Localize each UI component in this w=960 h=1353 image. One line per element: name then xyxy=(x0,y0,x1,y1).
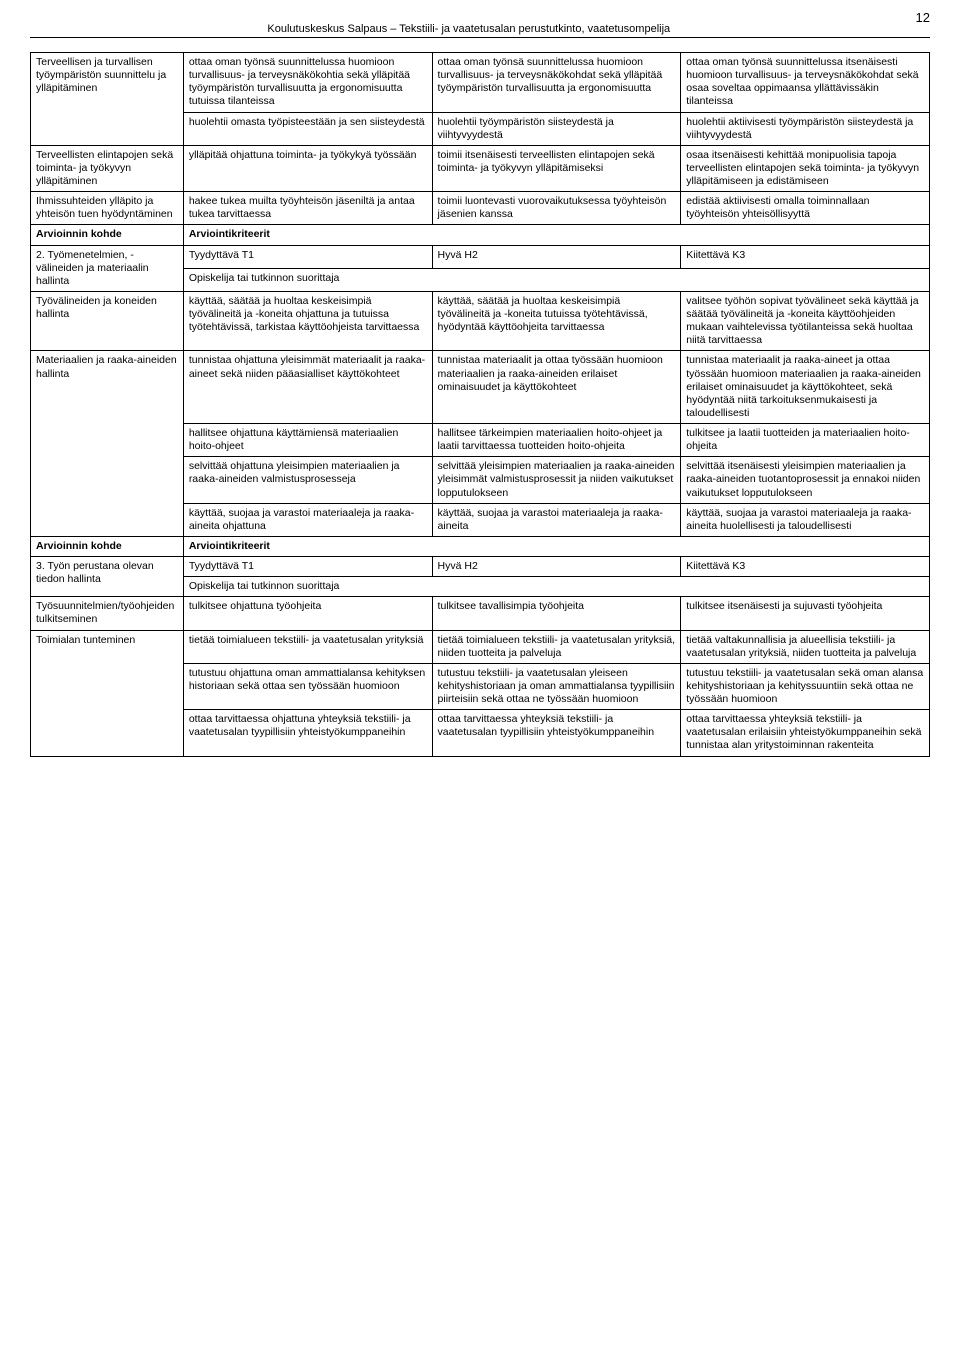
table-cell: Terveellisen ja turvallisen työympäristö… xyxy=(31,53,184,146)
table-row: 3. Työn perustana olevan tiedon hallinta… xyxy=(31,557,930,577)
curriculum-table: Terveellisen ja turvallisen työympäristö… xyxy=(30,52,930,757)
table-cell: Hyvä H2 xyxy=(432,557,681,577)
table-cell: tietää toimialueen tekstiili- ja vaatetu… xyxy=(183,630,432,663)
table-cell: selvittää ohjattuna yleisimpien materiaa… xyxy=(183,457,432,503)
table-cell: tunnistaa materiaalit ja ottaa työssään … xyxy=(432,351,681,424)
table-cell: huolehtii omasta työpisteestään ja sen s… xyxy=(183,112,432,145)
table-row: 2. Työmenetelmien, -välineiden ja materi… xyxy=(31,245,930,268)
table-cell: Toimialan tunteminen xyxy=(31,630,184,756)
table-cell: osaa itsenäisesti kehittää monipuolisia … xyxy=(681,145,930,191)
table-cell: huolehtii aktiivisesti työympäristön sii… xyxy=(681,112,930,145)
table-cell: tulkitsee itsenäisesti ja sujuvasti työo… xyxy=(681,597,930,630)
table-row: Ihmissuhteiden ylläpito ja yhteisön tuen… xyxy=(31,192,930,225)
table-cell: tietää valtakunnallisia ja alueellisia t… xyxy=(681,630,930,663)
table-cell: selvittää yleisimpien materiaalien ja ra… xyxy=(432,457,681,503)
table-cell: Tyydyttävä T1 xyxy=(183,557,432,577)
table-cell: tutustuu tekstiili- ja vaatetusalan ylei… xyxy=(432,663,681,709)
table-cell: Tyydyttävä T1 xyxy=(183,245,432,268)
table-cell: Ihmissuhteiden ylläpito ja yhteisön tuen… xyxy=(31,192,184,225)
table-cell: 2. Työmenetelmien, -välineiden ja materi… xyxy=(31,245,184,291)
table-cell: ottaa tarvittaessa yhteyksiä tekstiili- … xyxy=(681,710,930,756)
table-cell: 3. Työn perustana olevan tiedon hallinta xyxy=(31,557,184,597)
table-row: Arvioinnin kohdeArviointikriteerit xyxy=(31,225,930,245)
table-row: Työvälineiden ja koneiden hallintakäyttä… xyxy=(31,291,930,351)
table-cell: Työvälineiden ja koneiden hallinta xyxy=(31,291,184,351)
table-cell: tutustuu tekstiili- ja vaatetusalan sekä… xyxy=(681,663,930,709)
table-cell: tutustuu ohjattuna oman ammattialansa ke… xyxy=(183,663,432,709)
table-cell: käyttää, suojaa ja varastoi materiaaleja… xyxy=(183,503,432,536)
table-cell: hallitsee ohjattuna käyttämiensä materia… xyxy=(183,424,432,457)
table-cell: ottaa oman työnsä suunnittelussa huomioo… xyxy=(432,53,681,113)
table-cell: Kiitettävä K3 xyxy=(681,557,930,577)
table-cell: valitsee työhön sopivat työvälineet sekä… xyxy=(681,291,930,351)
page-header: Koulutuskeskus Salpaus – Tekstiili- ja v… xyxy=(30,20,930,38)
table-cell: toimii luontevasti vuorovaikutuksessa ty… xyxy=(432,192,681,225)
table-row: Arvioinnin kohdeArviointikriteerit xyxy=(31,536,930,556)
page-number: 12 xyxy=(916,10,930,25)
table-cell: hakee tukea muilta työyhteisön jäseniltä… xyxy=(183,192,432,225)
doc-title: Koulutuskeskus Salpaus – Tekstiili- ja v… xyxy=(30,23,908,35)
table-cell: Hyvä H2 xyxy=(432,245,681,268)
table-row: Materiaalien ja raaka-aineiden hallintat… xyxy=(31,351,930,424)
table-cell: Materiaalien ja raaka-aineiden hallinta xyxy=(31,351,184,537)
table-cell: huolehtii työympäristön siisteydestä ja … xyxy=(432,112,681,145)
table-cell: tunnistaa materiaalit ja raaka-aineet ja… xyxy=(681,351,930,424)
table-cell: Arviointikriteerit xyxy=(183,225,929,245)
table-cell: tulkitsee ja laatii tuotteiden ja materi… xyxy=(681,424,930,457)
table-cell: ylläpitää ohjattuna toiminta- ja työkyky… xyxy=(183,145,432,191)
table-cell: tulkitsee ohjattuna työohjeita xyxy=(183,597,432,630)
table-cell: Opiskelija tai tutkinnon suorittaja xyxy=(183,577,929,597)
table-cell: Työsuunnitelmien/työohjeiden tulkitsemin… xyxy=(31,597,184,630)
table-cell: hallitsee tärkeimpien materiaalien hoito… xyxy=(432,424,681,457)
table-row: Työsuunnitelmien/työohjeiden tulkitsemin… xyxy=(31,597,930,630)
table-cell: tulkitsee tavallisimpia työohjeita xyxy=(432,597,681,630)
table-cell: käyttää, suojaa ja varastoi materiaaleja… xyxy=(681,503,930,536)
table-cell: käyttää, suojaa ja varastoi materiaaleja… xyxy=(432,503,681,536)
table-row: Terveellisten elintapojen sekä toiminta-… xyxy=(31,145,930,191)
table-cell: Kiitettävä K3 xyxy=(681,245,930,268)
table-cell: käyttää, säätää ja huoltaa keskeisimpiä … xyxy=(432,291,681,351)
table-cell: Arvioinnin kohde xyxy=(31,536,184,556)
table-cell: toimii itsenäisesti terveellisten elinta… xyxy=(432,145,681,191)
table-cell: ottaa oman työnsä suunnittelussa huomioo… xyxy=(183,53,432,113)
table-cell: tunnistaa ohjattuna yleisimmät materiaal… xyxy=(183,351,432,424)
table-cell: ottaa tarvittaessa ohjattuna yhteyksiä t… xyxy=(183,710,432,756)
table-row: Toimialan tunteminentietää toimialueen t… xyxy=(31,630,930,663)
table-cell: tietää toimialueen tekstiili- ja vaatetu… xyxy=(432,630,681,663)
table-row: Terveellisen ja turvallisen työympäristö… xyxy=(31,53,930,113)
table-cell: Arvioinnin kohde xyxy=(31,225,184,245)
table-cell: Opiskelija tai tutkinnon suorittaja xyxy=(183,268,929,291)
table-cell: selvittää itsenäisesti yleisimpien mater… xyxy=(681,457,930,503)
table-cell: Terveellisten elintapojen sekä toiminta-… xyxy=(31,145,184,191)
table-cell: edistää aktiivisesti omalla toiminnallaa… xyxy=(681,192,930,225)
table-cell: ottaa tarvittaessa yhteyksiä tekstiili- … xyxy=(432,710,681,756)
table-cell: käyttää, säätää ja huoltaa keskeisimpiä … xyxy=(183,291,432,351)
table-cell: ottaa oman työnsä suunnittelussa itsenäi… xyxy=(681,53,930,113)
table-cell: Arviointikriteerit xyxy=(183,536,929,556)
